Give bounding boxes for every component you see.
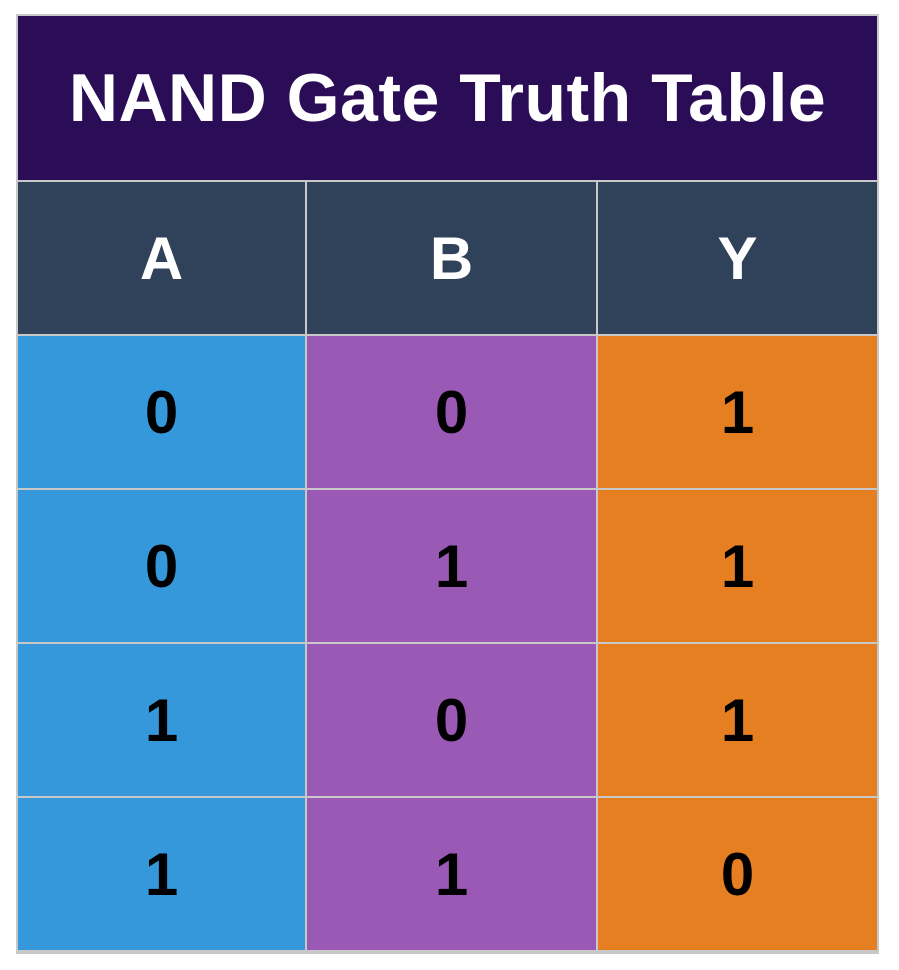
row-2-b: 1 (307, 490, 596, 642)
row-4-a: 1 (18, 798, 305, 950)
row-3-b: 0 (307, 644, 596, 796)
header-a: A (18, 182, 305, 334)
row-1-b: 0 (307, 336, 596, 488)
row-1-a: 0 (18, 336, 305, 488)
row-3-a: 1 (18, 644, 305, 796)
row-2-y: 1 (598, 490, 877, 642)
truth-table-grid: A B Y 0 0 1 0 1 1 1 0 1 1 1 0 (18, 182, 877, 952)
row-4-y: 0 (598, 798, 877, 950)
row-4-b: 1 (307, 798, 596, 950)
row-2-a: 0 (18, 490, 305, 642)
header-b: B (307, 182, 596, 334)
truth-table: NAND Gate Truth Table A B Y 0 0 1 0 1 1 … (16, 14, 879, 954)
table-title: NAND Gate Truth Table (18, 16, 877, 180)
row-3-y: 1 (598, 644, 877, 796)
header-y: Y (598, 182, 877, 334)
row-1-y: 1 (598, 336, 877, 488)
